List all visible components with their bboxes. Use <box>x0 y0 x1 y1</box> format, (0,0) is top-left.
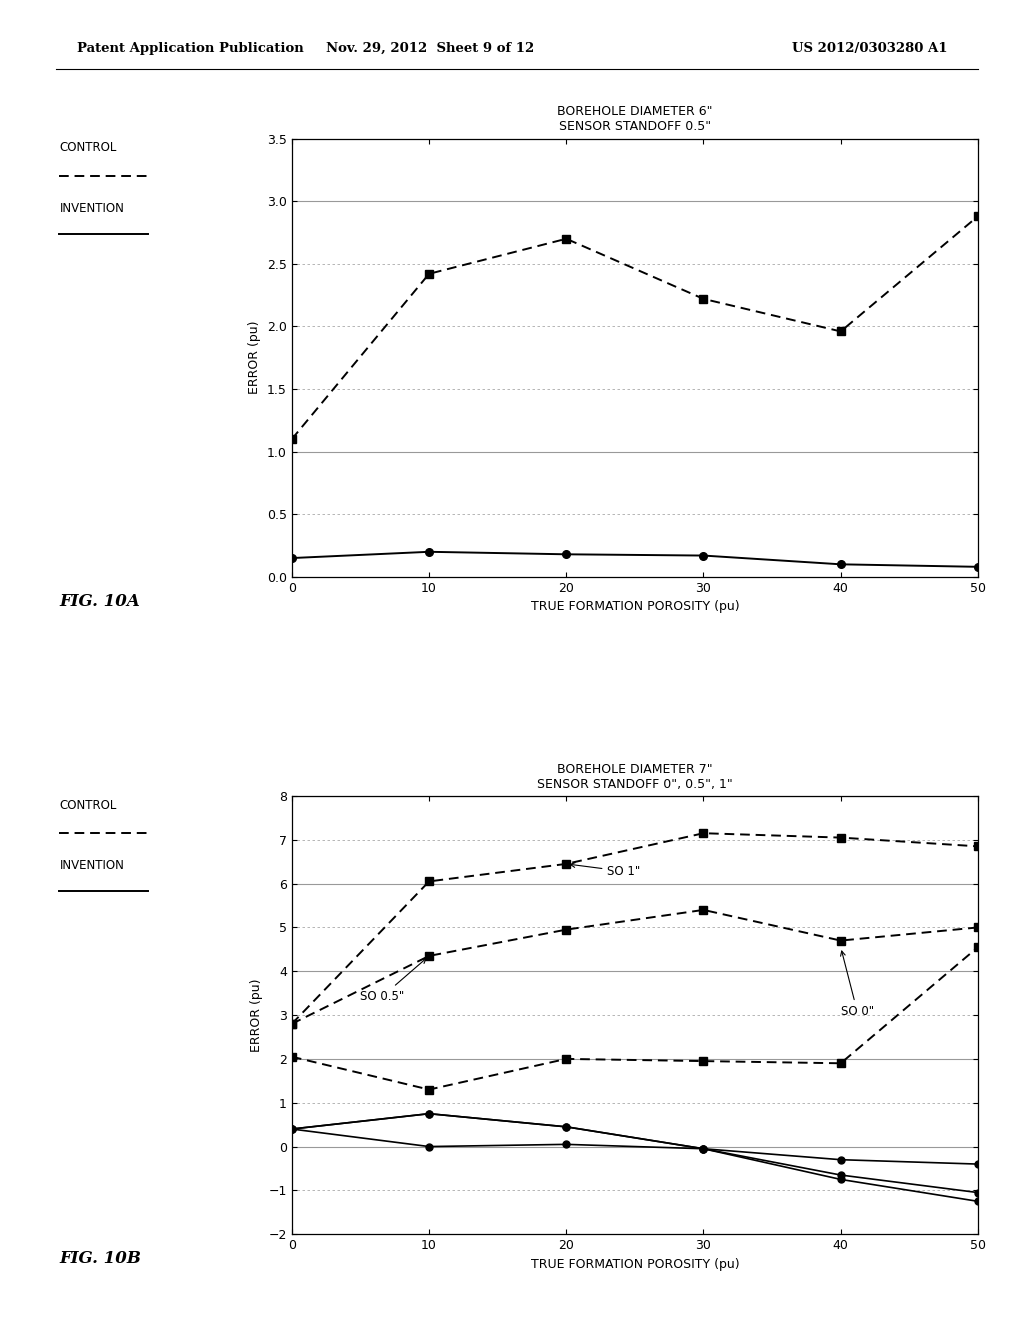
Title: BOREHOLE DIAMETER 6"
SENSOR STANDOFF 0.5": BOREHOLE DIAMETER 6" SENSOR STANDOFF 0.5… <box>557 106 713 133</box>
Y-axis label: ERROR (pu): ERROR (pu) <box>250 978 263 1052</box>
Text: FIG. 10B: FIG. 10B <box>59 1250 141 1267</box>
Y-axis label: ERROR (pu): ERROR (pu) <box>249 321 261 395</box>
Text: CONTROL: CONTROL <box>59 799 117 812</box>
Text: INVENTION: INVENTION <box>59 202 124 215</box>
Text: CONTROL: CONTROL <box>59 141 117 154</box>
X-axis label: TRUE FORMATION POROSITY (pu): TRUE FORMATION POROSITY (pu) <box>530 1258 739 1271</box>
Text: SO 1": SO 1" <box>570 863 641 878</box>
Text: SO 0.5": SO 0.5" <box>360 958 426 1003</box>
Text: US 2012/0303280 A1: US 2012/0303280 A1 <box>792 42 947 55</box>
Text: Nov. 29, 2012  Sheet 9 of 12: Nov. 29, 2012 Sheet 9 of 12 <box>326 42 535 55</box>
Text: FIG. 10A: FIG. 10A <box>59 593 140 610</box>
Text: Patent Application Publication: Patent Application Publication <box>77 42 303 55</box>
Text: SO 0": SO 0" <box>841 950 873 1018</box>
Text: INVENTION: INVENTION <box>59 859 124 873</box>
Title: BOREHOLE DIAMETER 7"
SENSOR STANDOFF 0", 0.5", 1": BOREHOLE DIAMETER 7" SENSOR STANDOFF 0",… <box>537 763 733 791</box>
X-axis label: TRUE FORMATION POROSITY (pu): TRUE FORMATION POROSITY (pu) <box>530 601 739 614</box>
